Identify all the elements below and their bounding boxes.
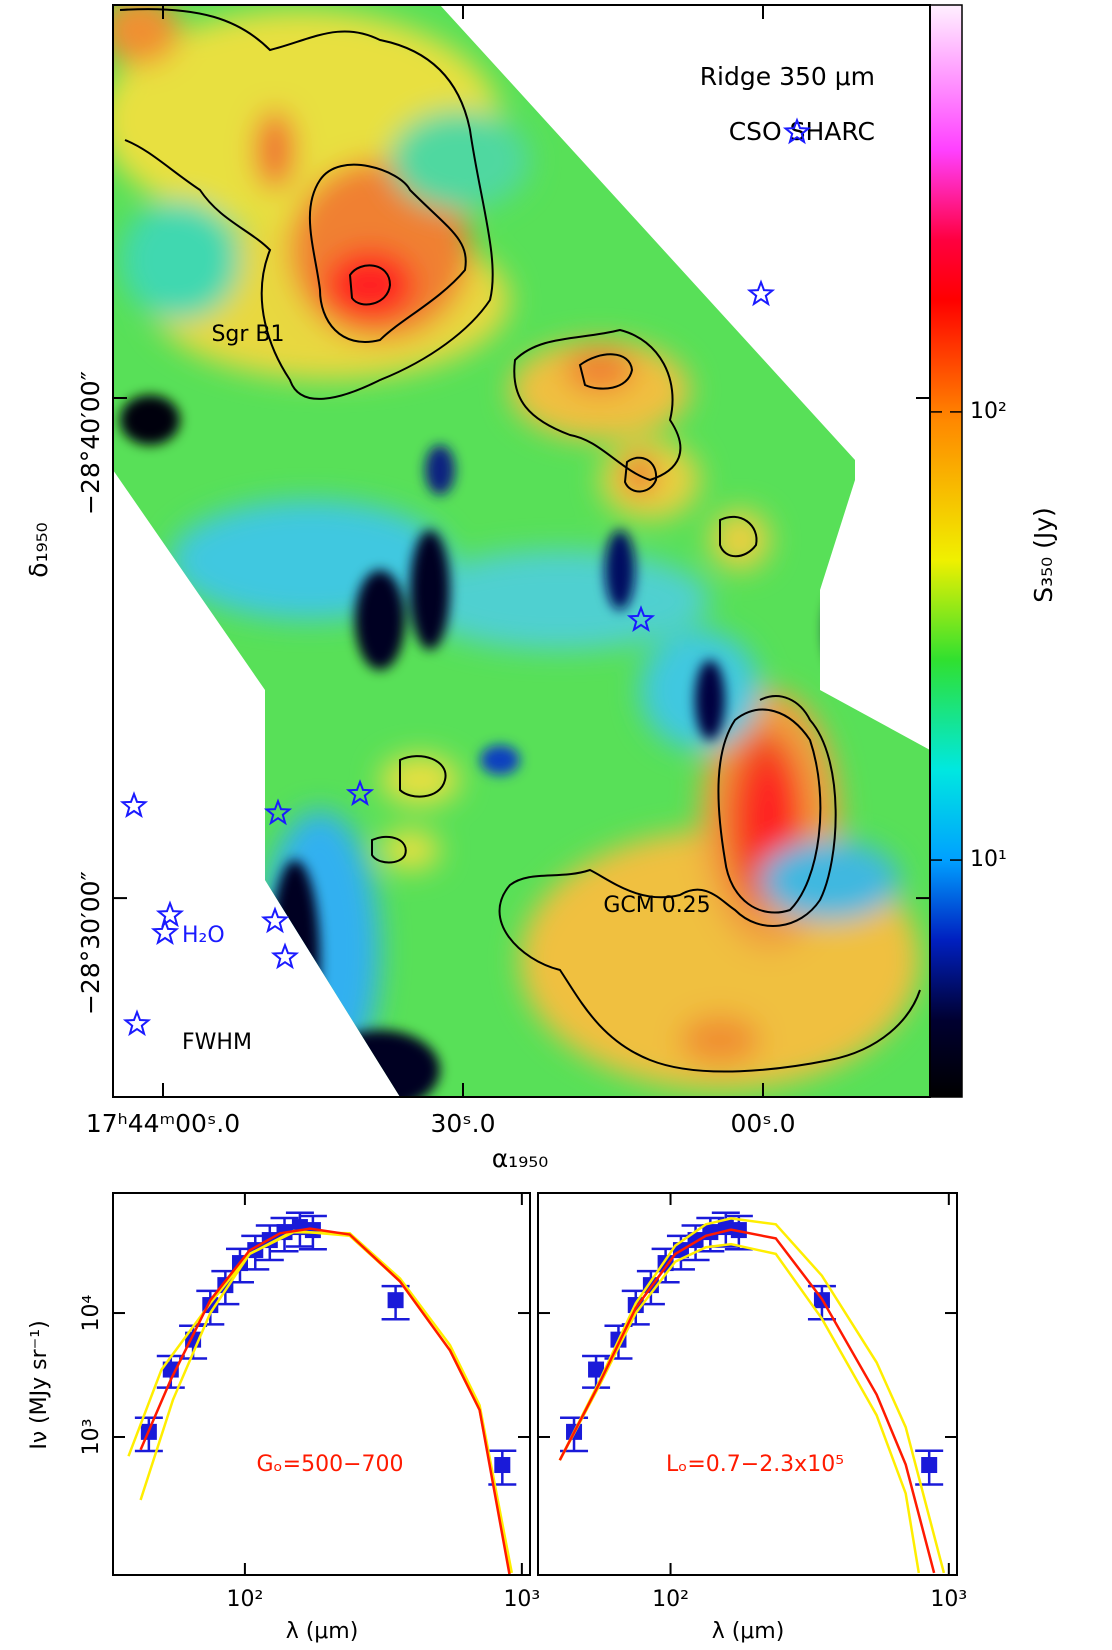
maser-star [345,779,375,807]
data-point [588,1361,605,1378]
plot-frame [537,1192,958,1576]
model-curve [558,1242,921,1574]
model-curve [139,1227,511,1575]
colorbar-tick-label: 10¹ [970,847,1007,872]
x-tick-label: 17ʰ44ᵐ00ˢ.0 [86,1109,240,1138]
colorbar-tick-label: 10² [970,399,1007,424]
y-axis-title: δ₁₉₅₀ [24,522,53,577]
maser-star [260,906,290,934]
legend-marker [150,918,180,946]
maser-star [263,798,293,826]
x-axis-title: λ (μm) [286,1619,359,1644]
maser-star [155,900,185,928]
maser-star [746,279,776,307]
maser-star [119,791,149,819]
maser-star [626,605,656,633]
x-tick-label: 10³ [930,1587,967,1612]
data-point [494,1457,511,1474]
model-curve [127,1229,512,1574]
annotation: GCM 0.25 [603,893,710,918]
x-axis-title: α₁₉₅₀ [492,1144,549,1173]
y-tick-label: −28°30′00″ [76,871,105,1015]
annotation: Sgr B1 [211,322,284,347]
x-tick-label: 10³ [503,1587,540,1612]
maser-star [782,117,812,145]
colorbar [929,4,963,1098]
maser-star [270,942,300,970]
model-curve [558,1228,936,1574]
annotation: Ridge 350 μm [700,62,875,91]
x-axis-title: λ (μm) [712,1619,785,1644]
plot-frame [112,4,931,1098]
x-tick-label: 10² [226,1587,263,1612]
annotation: Gₒ=500−700 [257,1452,404,1477]
data-point [387,1292,404,1309]
legend-label: H₂O [182,923,225,948]
x-tick-label: 00ˢ.0 [731,1109,796,1138]
annotation: FWHM [182,1030,252,1055]
x-tick-label: 10² [652,1587,689,1612]
model-curve [139,1230,514,1574]
y-tick-label: 10³ [79,1419,104,1456]
plot-area [558,1211,946,1574]
y-axis-title: Iν (MJy sr⁻¹) [27,1320,52,1449]
colorbar-title: S₃₅₀ (Jy) [1029,507,1058,603]
y-tick-label: 10⁴ [79,1294,104,1331]
annotation: Lₒ=0.7−2.3x10⁵ [666,1452,844,1477]
plot-frame [112,1192,531,1576]
y-tick-label: −28°40′00″ [76,371,105,515]
model-curve [558,1217,946,1574]
x-tick-label: 30ˢ.0 [431,1109,496,1138]
maser-star [122,1009,152,1037]
plot-area [127,1211,517,1575]
annotation: CSO SHARC [729,117,875,146]
data-point [921,1457,938,1474]
